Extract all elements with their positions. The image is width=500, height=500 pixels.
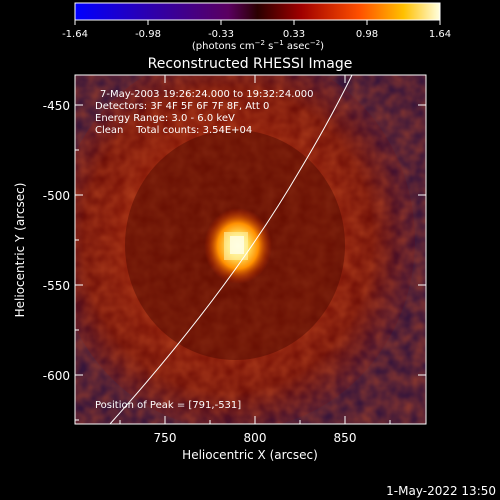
time-range: 7-May-2003 19:26:24.000 to 19:32:24.000 [100,89,313,100]
y-tick-label: -500 [43,189,70,203]
x-tick-label: 850 [334,431,357,445]
generation-timestamp: 1-May-2022 13:50 [386,484,496,498]
x-tick-label: 750 [154,431,177,445]
colorbar-tick: -1.64 [62,29,88,40]
x-tick-label: 800 [244,431,267,445]
y-tick-label: -600 [43,369,70,383]
observation-info: 7-May-2003 19:26:24.000 to 19:32:24.000 … [95,89,313,411]
colorbar-tick: -0.98 [135,29,161,40]
solar-limb-line [109,75,353,424]
energy-range: Energy Range: 3.0 - 6.0 keV [95,113,235,124]
detectors-info: Detectors: 3F 4F 5F 6F 7F 8F, Att 0 [95,101,269,112]
plot-title: Reconstructed RHESSI Image [148,56,353,72]
colorbar-units: (photons cm−2 s−1 asec−2) [192,39,324,52]
colorbar-gradient [74,2,441,21]
colorbar: -1.64 -0.98 -0.33 0.33 0.98 1.64 (photon… [62,2,451,52]
peak-position: Position of Peak = [791,-531] [95,400,241,411]
colorbar-tick: 0.33 [283,29,305,40]
colorbar-tick: 0.98 [356,29,378,40]
plot-frame [74,74,427,425]
axis-ticks [75,75,426,424]
y-tick-label: -550 [43,279,70,293]
colorbar-tick: 1.64 [429,29,451,40]
clean-info: Clean Total counts: 3.54E+04 [95,125,252,136]
y-axis-label: Heliocentric Y (arcsec) [13,183,27,318]
x-axis-label: Heliocentric X (arcsec) [182,448,318,462]
plot-area [75,75,426,424]
colorbar-tick: -0.33 [208,29,234,40]
y-tick-label: -450 [43,99,70,113]
